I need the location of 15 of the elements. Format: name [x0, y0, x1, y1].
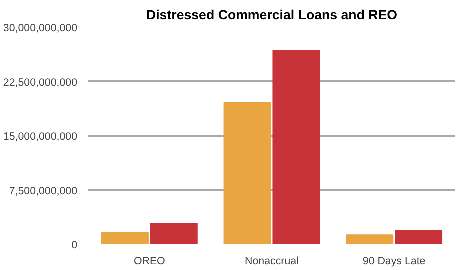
y-tick-label: 15,000,000,000: [3, 131, 78, 143]
x-tick-label: Nonaccrual: [245, 256, 299, 268]
bar: [272, 50, 320, 244]
chart-title: Distressed Commercial Loans and REO: [146, 8, 398, 22]
y-tick-label: 7,500,000,000: [9, 185, 78, 198]
x-tick-label: 90 Days Late: [362, 256, 426, 268]
bar: [395, 230, 443, 244]
y-tick-label: 0: [72, 240, 78, 252]
bar: [150, 223, 198, 244]
bar: [101, 232, 149, 244]
y-tick-label: 22,500,000,000: [3, 76, 78, 89]
y-tick-label: 30,000,000,000: [3, 22, 78, 34]
x-tick-label: OREO: [134, 256, 166, 268]
bar: [224, 102, 272, 244]
bar: [346, 234, 394, 244]
